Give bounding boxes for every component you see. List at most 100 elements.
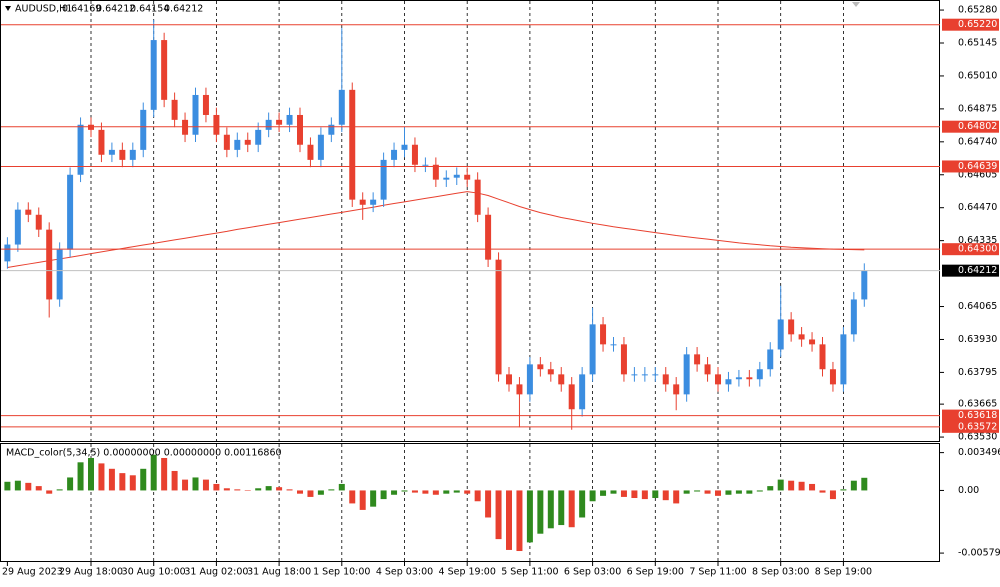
candle-body xyxy=(349,89,356,200)
candle-body xyxy=(391,149,398,160)
candle-body xyxy=(809,339,816,345)
macd-bar xyxy=(474,490,481,502)
moving-average xyxy=(7,191,865,268)
macd-bar xyxy=(88,457,94,491)
macd-bar xyxy=(359,490,366,510)
candle-body xyxy=(25,209,32,215)
candle-body xyxy=(840,334,847,385)
macd-bar xyxy=(589,490,596,502)
macd-bar xyxy=(317,490,324,495)
x-tick-label: 4 Sep 19:00 xyxy=(439,567,496,578)
header-close: 0.64212 xyxy=(164,4,203,15)
macd-bar xyxy=(756,490,763,492)
candle-body xyxy=(568,384,575,410)
level-label: 0.64802 xyxy=(958,121,997,132)
macd-bar xyxy=(328,489,335,491)
candle-body xyxy=(756,369,763,380)
macd-bar xyxy=(579,490,586,518)
last-price-tag xyxy=(942,264,999,277)
macd-bar xyxy=(422,490,429,494)
macd-bar xyxy=(297,490,303,494)
macd-title: MACD_color(5,34,5) 0.00000000 0.00000000… xyxy=(6,448,282,459)
x-tick-label: 29 Aug 2023 xyxy=(2,567,63,578)
macd-bar xyxy=(620,490,627,497)
candle-body xyxy=(861,270,868,300)
candle-body xyxy=(255,129,262,145)
level-tag xyxy=(942,243,999,256)
x-tick-label: 1 Sep 10:00 xyxy=(313,567,370,578)
candle-body xyxy=(4,244,11,262)
candle-body xyxy=(850,299,857,335)
x-tick-label: 4 Sep 03:00 xyxy=(376,567,433,578)
macd-bar xyxy=(380,490,387,500)
candle-body xyxy=(338,89,345,125)
candle-body xyxy=(359,199,366,205)
y-tick-label: 0.64875 xyxy=(958,103,997,114)
scroll-icon[interactable] xyxy=(852,2,860,7)
candle-body xyxy=(662,374,669,385)
macd-bar xyxy=(443,490,450,494)
candle-body xyxy=(88,124,94,130)
macd-bar xyxy=(547,490,554,529)
macd-bar xyxy=(77,462,84,491)
candle-body xyxy=(506,374,512,385)
macd-bar xyxy=(161,457,168,491)
candle-body xyxy=(67,174,74,250)
header-open: 0.64169 xyxy=(62,4,101,15)
macd-bar xyxy=(370,490,377,507)
candle-body xyxy=(620,344,627,375)
macd-bar xyxy=(4,481,11,491)
y-tick-label: 0.64470 xyxy=(958,202,997,213)
candle-body xyxy=(422,164,429,166)
candle-body xyxy=(213,114,220,135)
symbol-title: AUDUSD,H1 xyxy=(15,4,72,15)
macd-bar xyxy=(140,468,147,491)
macd-bar xyxy=(568,490,575,528)
macd-bar xyxy=(255,488,262,491)
x-tick-label: 6 Sep 19:00 xyxy=(627,567,684,578)
candle-body xyxy=(182,119,189,135)
candle-body xyxy=(683,354,690,395)
macd-bar xyxy=(652,490,659,499)
candle-body xyxy=(516,384,523,395)
macd-bar xyxy=(108,468,115,491)
macd-bar xyxy=(150,454,157,491)
x-tick-label: 6 Sep 03:00 xyxy=(564,567,621,578)
macd-bar xyxy=(307,490,314,497)
macd-bar xyxy=(265,486,272,491)
candle-body xyxy=(829,369,836,385)
y-tick-label: 0.63530 xyxy=(958,432,997,443)
macd-bar xyxy=(119,473,126,491)
macd-bar xyxy=(819,490,826,493)
level-label: 0.63572 xyxy=(958,421,997,432)
y-tick-label: 0.64065 xyxy=(958,301,997,312)
macd-bar xyxy=(67,477,74,491)
macd-bar xyxy=(610,490,617,494)
candle-body xyxy=(119,149,126,160)
candle-body xyxy=(297,114,303,145)
candle-body xyxy=(735,377,742,380)
macd-bar xyxy=(244,490,251,491)
candle-body xyxy=(767,349,774,370)
x-tick-label: 5 Sep 11:00 xyxy=(501,567,558,578)
macd-bar xyxy=(192,477,199,491)
candle-body xyxy=(453,174,460,178)
candle-body xyxy=(35,214,42,230)
macd-bar xyxy=(98,463,105,491)
x-tick-label: 8 Sep 03:00 xyxy=(752,567,809,578)
y-tick-label: 0.63930 xyxy=(958,334,997,345)
candle-body xyxy=(526,364,533,395)
macd-bar xyxy=(631,490,638,499)
candle-body xyxy=(223,134,230,150)
macd-bar xyxy=(14,480,21,491)
candle-body xyxy=(171,99,178,120)
candle-body xyxy=(579,374,586,410)
y-tick-label: 0.64740 xyxy=(958,136,997,147)
collapse-icon[interactable] xyxy=(5,6,11,11)
macd-bar xyxy=(432,490,439,495)
candle-body xyxy=(715,374,721,385)
candle-body xyxy=(108,149,115,155)
candle-body xyxy=(777,319,784,350)
candle-body xyxy=(286,114,293,125)
x-tick-label: 31 Aug 02:00 xyxy=(184,567,248,578)
